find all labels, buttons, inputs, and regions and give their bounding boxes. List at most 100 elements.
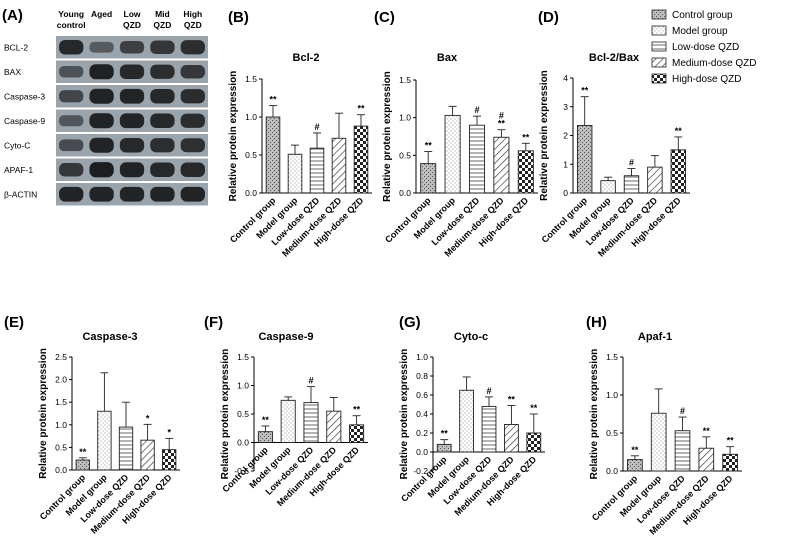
y-tick-label: 2 [563,131,568,141]
legend: Control group Model group Low-dose QZD Medi… [651,9,756,85]
significance-mark: ** [353,405,361,415]
wb-band [119,64,145,80]
bar [674,430,691,472]
wb-band [150,113,175,129]
y-tick-label: 0.0 [55,465,67,475]
wb-band [59,39,84,55]
wb-band [150,186,175,202]
panel-label: (D) [538,9,559,26]
bar [623,175,640,194]
legend-swatch [651,9,667,20]
bar [420,163,437,194]
panel-label: (E) [4,314,24,331]
wb-lane-label: High [183,9,202,19]
significance-mark: ** [727,436,735,446]
y-tick-label: 0.5 [245,150,257,160]
panel-label: (G) [399,314,421,331]
significance-mark: ** [441,429,449,439]
y-tick-label: 1 [563,159,568,169]
bar [97,410,112,471]
y-tick-label: 0.5 [55,442,67,452]
wb-lane-label: Mid [155,9,170,19]
y-tick-label: 1.0 [245,112,257,122]
y-tick-label: 0.5 [606,428,618,438]
chart-title: Caspase-3 [82,331,137,343]
bar [493,136,510,194]
chart-title: Caspase-9 [258,331,313,343]
wb-band [150,64,175,79]
y-tick-label: 2.0 [55,375,67,385]
significance-mark: ** [530,403,538,413]
significance-mark: ** [269,95,277,105]
bar [349,424,365,443]
y-tick-label: 1.0 [399,113,411,123]
legend-label: Model group [672,26,728,37]
bar [647,166,663,194]
bar [436,443,452,453]
wb-band [89,64,114,80]
wb-band [180,65,205,79]
wb-protein-label: Cyto-C [4,140,30,150]
wb-band [180,40,205,55]
y-tick-label: 1.5 [399,75,411,85]
wb-lane-label: QZD [153,20,171,30]
significance-mark: # [680,406,685,416]
wb-band [119,137,145,153]
bar [303,402,319,443]
significance-mark: ** [357,104,365,114]
bar [722,453,738,472]
significance-mark: ** [498,119,506,129]
wb-protein-label: BAX [4,67,21,77]
bar [326,410,342,443]
y-tick-label: 0.5 [399,150,411,160]
panel-label: (C) [374,9,395,26]
chart-title: Bcl-2/Bax [589,52,640,64]
significance-mark: ** [508,394,516,404]
significance-mark: * [167,427,171,437]
wb-band [59,186,84,202]
legend-swatch [651,25,667,36]
bar [265,116,281,194]
chart-panel: (H) Apaf-1 0.0 0.5 1.0 1.5 Relative protein ex… [586,314,742,537]
wb-band [89,113,114,129]
significance-mark: # [629,158,634,168]
chart-panel: (D) Bcl-2/Bax 0 1 2 3 4 Relative protein expres… [538,9,690,259]
wb-band [180,162,205,178]
chart-title: Cyto-c [454,331,488,343]
bar [650,412,667,472]
bar [309,147,325,194]
bar [140,439,155,471]
wb-protein-label: Caspase-3 [4,91,45,101]
legend-label: Low-dose QZD [672,42,739,53]
y-axis-label: Relative protein expression [399,349,410,480]
wb-band [150,162,175,178]
panel-label-a: (A) [2,7,23,24]
wb-lane-label: QZD [123,20,141,30]
bar [444,114,461,194]
y-axis-label: Relative protein expression [382,71,393,202]
bar [517,150,534,194]
y-axis-label: Relative protein expression [228,71,239,202]
bar [504,424,519,453]
significance-mark: ** [703,426,711,436]
wb-lane-label: Young [58,9,84,19]
bar [118,426,134,471]
wb-lane-label: Low [124,9,141,19]
y-tick-label: 1.0 [237,381,249,391]
y-tick-label: 0.0 [245,188,257,198]
wb-band [89,41,114,53]
y-tick-label: 0.5 [237,409,249,419]
significance-mark: ** [425,141,433,151]
panel-label: (B) [228,9,249,26]
significance-mark: ** [79,447,87,457]
wb-band [59,66,84,78]
wb-protein-label: BCL-2 [4,42,28,52]
wb-band [89,162,114,178]
significance-mark: # [499,111,504,121]
y-tick-label: 0.0 [237,438,249,448]
legend-swatch [651,73,667,84]
wb-band [180,138,205,153]
chart-panel: (F) Caspase-9 -0.5 0.0 0.5 1.0 1.5 Relative pro… [204,314,368,508]
wb-lane-label: Aged [91,9,112,19]
